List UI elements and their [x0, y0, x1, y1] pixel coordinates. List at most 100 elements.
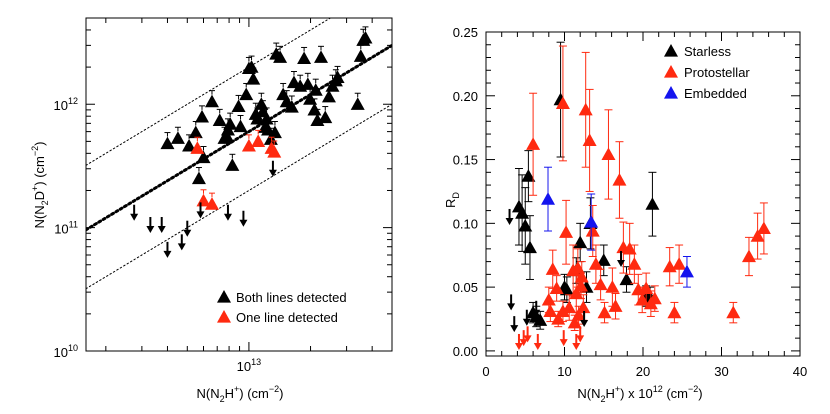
data-point-triangle	[593, 277, 608, 291]
x-label-unit-sup: −2	[269, 384, 279, 394]
y-axis-label: RD	[443, 192, 461, 208]
data-point-triangle	[741, 249, 756, 263]
x-label-part: ) x 10	[620, 386, 653, 401]
data-point-triangle	[608, 299, 623, 312]
data-point-triangle	[605, 280, 620, 293]
x-label-part: ) (cm	[239, 386, 269, 401]
upper-limit-arrow-head	[177, 243, 186, 251]
upper-limit-arrow-head	[617, 260, 626, 268]
legend-left: Both lines detected One line detected	[217, 290, 347, 325]
data-point-triangle	[321, 89, 336, 103]
upper-limit-arrow-head	[268, 169, 277, 177]
x-label-part: H	[606, 386, 615, 401]
x-tick-label: 0	[482, 364, 489, 379]
upper-limit-arrow-head	[533, 342, 542, 350]
y-tick-base: 10	[54, 98, 68, 113]
data-point-triangle	[549, 281, 564, 294]
data-point-triangle	[241, 138, 256, 152]
data-point-triangle	[672, 257, 687, 270]
data-point-triangle	[190, 141, 205, 154]
y-label-sup: +	[30, 186, 40, 191]
data-point-triangle	[726, 305, 741, 319]
data-point-triangle	[601, 147, 616, 161]
reference-line-2	[86, 18, 332, 166]
series-upper-limits	[505, 208, 626, 333]
data-point-triangle	[679, 264, 694, 278]
upper-limit-arrow-head	[576, 335, 585, 343]
y-label-unit-sup: −2	[30, 146, 40, 156]
legend-label-2: One line detected	[236, 310, 338, 325]
data-point-triangle	[533, 313, 548, 326]
data-point-triangle	[667, 305, 682, 319]
data-point-triangle	[567, 315, 582, 329]
x-tick-label: 30	[714, 364, 728, 379]
upper-limit-arrow-head	[510, 325, 519, 333]
data-point-triangle	[300, 77, 315, 90]
data-point-triangle	[250, 111, 265, 125]
data-point-triangle	[612, 172, 627, 186]
upper-limit-arrow-head	[532, 309, 541, 317]
legend-label-1: Starless	[684, 44, 731, 59]
upper-limit-arrow-head	[505, 217, 514, 225]
y-tick-base: 10	[54, 345, 68, 360]
legend-marker-2	[664, 65, 678, 78]
upper-limit-arrow-head	[572, 342, 581, 350]
data-point-triangle	[584, 215, 599, 228]
upper-limit-arrow-head	[239, 219, 248, 227]
data-point-triangle	[170, 131, 185, 144]
data-point-triangle	[219, 129, 234, 142]
data-point-triangle	[233, 119, 248, 133]
x-tick-label: 40	[793, 364, 807, 379]
y-tick-exponent: 11	[69, 220, 78, 230]
data-point-triangle	[358, 30, 373, 44]
data-point-triangle	[574, 269, 589, 283]
x-label-sub: 2	[601, 394, 606, 404]
upper-limit-arrow-head	[519, 339, 528, 347]
data-point-triangle	[555, 96, 570, 110]
data-point-triangle	[303, 92, 318, 105]
data-point-triangle	[246, 72, 261, 85]
y-axis-label: N(N2D+) (cm−2)	[30, 142, 50, 229]
data-point-triangle	[191, 171, 206, 185]
data-point-triangle	[569, 286, 584, 300]
left-plot-frame	[85, 17, 393, 352]
series-upper-limits-protostellar	[514, 326, 585, 350]
data-point-triangle	[582, 133, 597, 147]
legend-right: Starless Protostellar Embedded	[664, 44, 750, 101]
data-point-triangle	[521, 169, 536, 182]
data-point-triangle	[543, 304, 558, 317]
data-point-triangle	[619, 272, 634, 286]
upper-limit-arrow-head	[580, 320, 589, 328]
data-point-triangle	[645, 197, 660, 210]
data-point-triangle	[251, 134, 266, 147]
x-axis-label: N(N2H+) (cm−2)	[197, 384, 284, 404]
data-point-triangle	[204, 197, 219, 210]
data-point-triangle	[522, 240, 537, 254]
legend-marker-1	[217, 290, 231, 303]
data-point-triangle	[297, 51, 312, 65]
x-label-exponent: 12	[653, 384, 663, 394]
x-tick-label: 1013	[237, 357, 261, 374]
y-tick-label: 0.20	[453, 89, 478, 104]
x-label-sup: +	[615, 384, 620, 394]
data-point-triangle	[196, 150, 211, 164]
x-axis-label: N(N2H+) x 1012 (cm−2)	[577, 384, 702, 404]
data-point-triangle	[573, 235, 588, 249]
data-point-triangle	[254, 97, 269, 110]
data-point-triangle	[627, 257, 642, 270]
y-tick-label: 0.15	[453, 153, 478, 168]
data-point-triangle	[545, 262, 560, 275]
y-tick-label: 0.00	[453, 344, 478, 359]
y-tick-base: 10	[54, 222, 68, 237]
data-point-triangle	[518, 218, 533, 232]
data-point-triangle	[239, 87, 254, 101]
data-point-triangle	[576, 300, 591, 314]
legend-marker-1	[664, 44, 678, 57]
y-label-part: D	[32, 191, 47, 200]
data-point-triangle	[231, 99, 246, 113]
data-point-triangle	[622, 241, 637, 255]
y-label-sub: D	[451, 192, 461, 199]
x-label-part: (cm	[663, 386, 688, 401]
data-point-triangle	[267, 125, 282, 139]
x-label-part: N(N	[577, 386, 600, 401]
